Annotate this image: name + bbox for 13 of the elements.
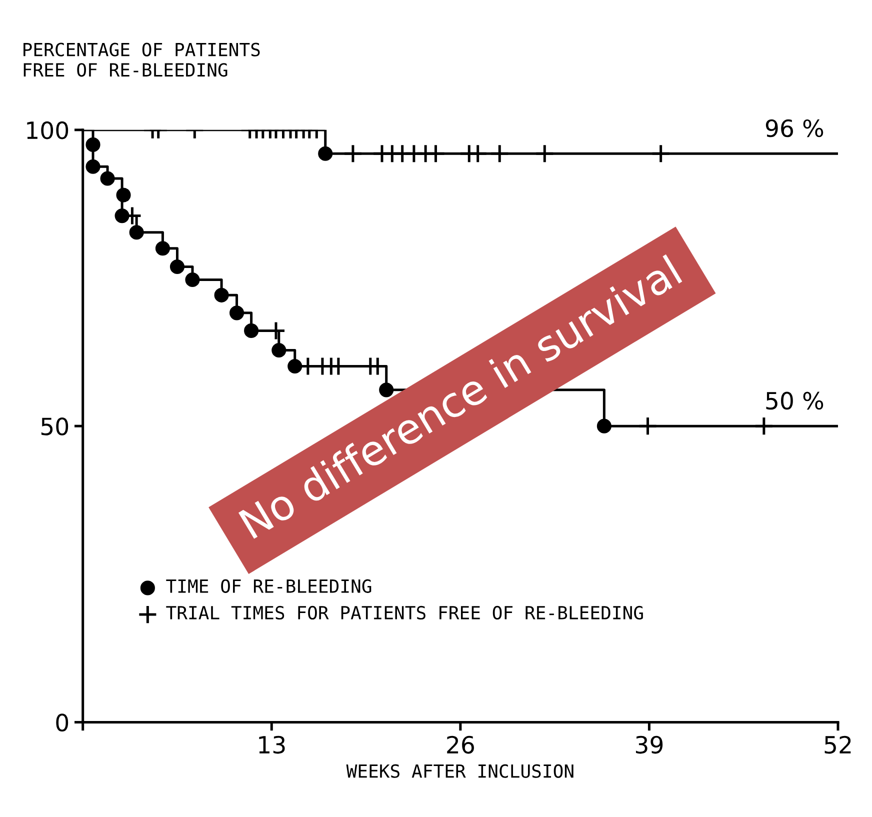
x-tick-label: 13 xyxy=(259,736,285,754)
x-tick-label: 39 xyxy=(636,736,663,754)
y-axis-title: PERCENTAGE OF PATIENTS FREE OF RE-BLEEDING xyxy=(24,42,260,77)
y-tick-label: 0 xyxy=(56,714,68,732)
legend-label: TIME OF RE-BLEEDING xyxy=(166,579,372,593)
y-tick-label: 100 xyxy=(27,121,68,140)
x-tick-label: 26 xyxy=(447,736,474,754)
annotation: 96 % xyxy=(766,119,824,138)
x-axis-title: WEEKS AFTER INCLUSION xyxy=(346,764,574,778)
x-tick-label: 52 xyxy=(824,736,851,754)
annotation: 50 % xyxy=(766,392,824,410)
y-tick-label: 50 xyxy=(41,418,68,436)
legend-label: TRIAL TIMES FOR PATIENTS FREE OF RE-BLEEDING xyxy=(166,606,643,620)
